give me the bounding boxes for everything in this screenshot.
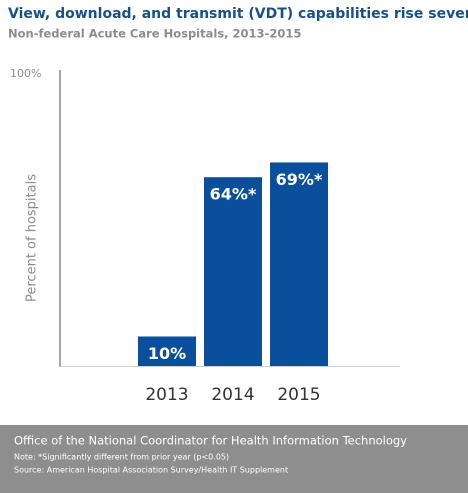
footer-band	[0, 425, 468, 493]
chart-title: View, download, and transmit (VDT) capab…	[8, 6, 468, 22]
y-tick-label: 100%	[10, 67, 41, 80]
value-label: 10%	[148, 344, 186, 363]
y-axis-label: Percent of hospitals	[25, 174, 40, 302]
footer-organization: Office of the National Coordinator for H…	[14, 434, 407, 448]
x-tick-label: 2013	[145, 385, 188, 405]
footer-note: Note: *Significantly different from prio…	[14, 453, 229, 462]
x-tick-label: 2015	[277, 385, 320, 405]
x-tick-label: 2014	[211, 385, 254, 405]
bar	[138, 336, 196, 366]
chart-subtitle: Non-federal Acute Care Hospitals, 2013-2…	[8, 27, 301, 41]
bar	[270, 162, 328, 366]
footer-source: Source: American Hospital Association Su…	[14, 466, 288, 475]
value-label: 69%*	[276, 170, 323, 189]
value-label: 64%*	[210, 185, 257, 204]
bar	[204, 177, 262, 366]
